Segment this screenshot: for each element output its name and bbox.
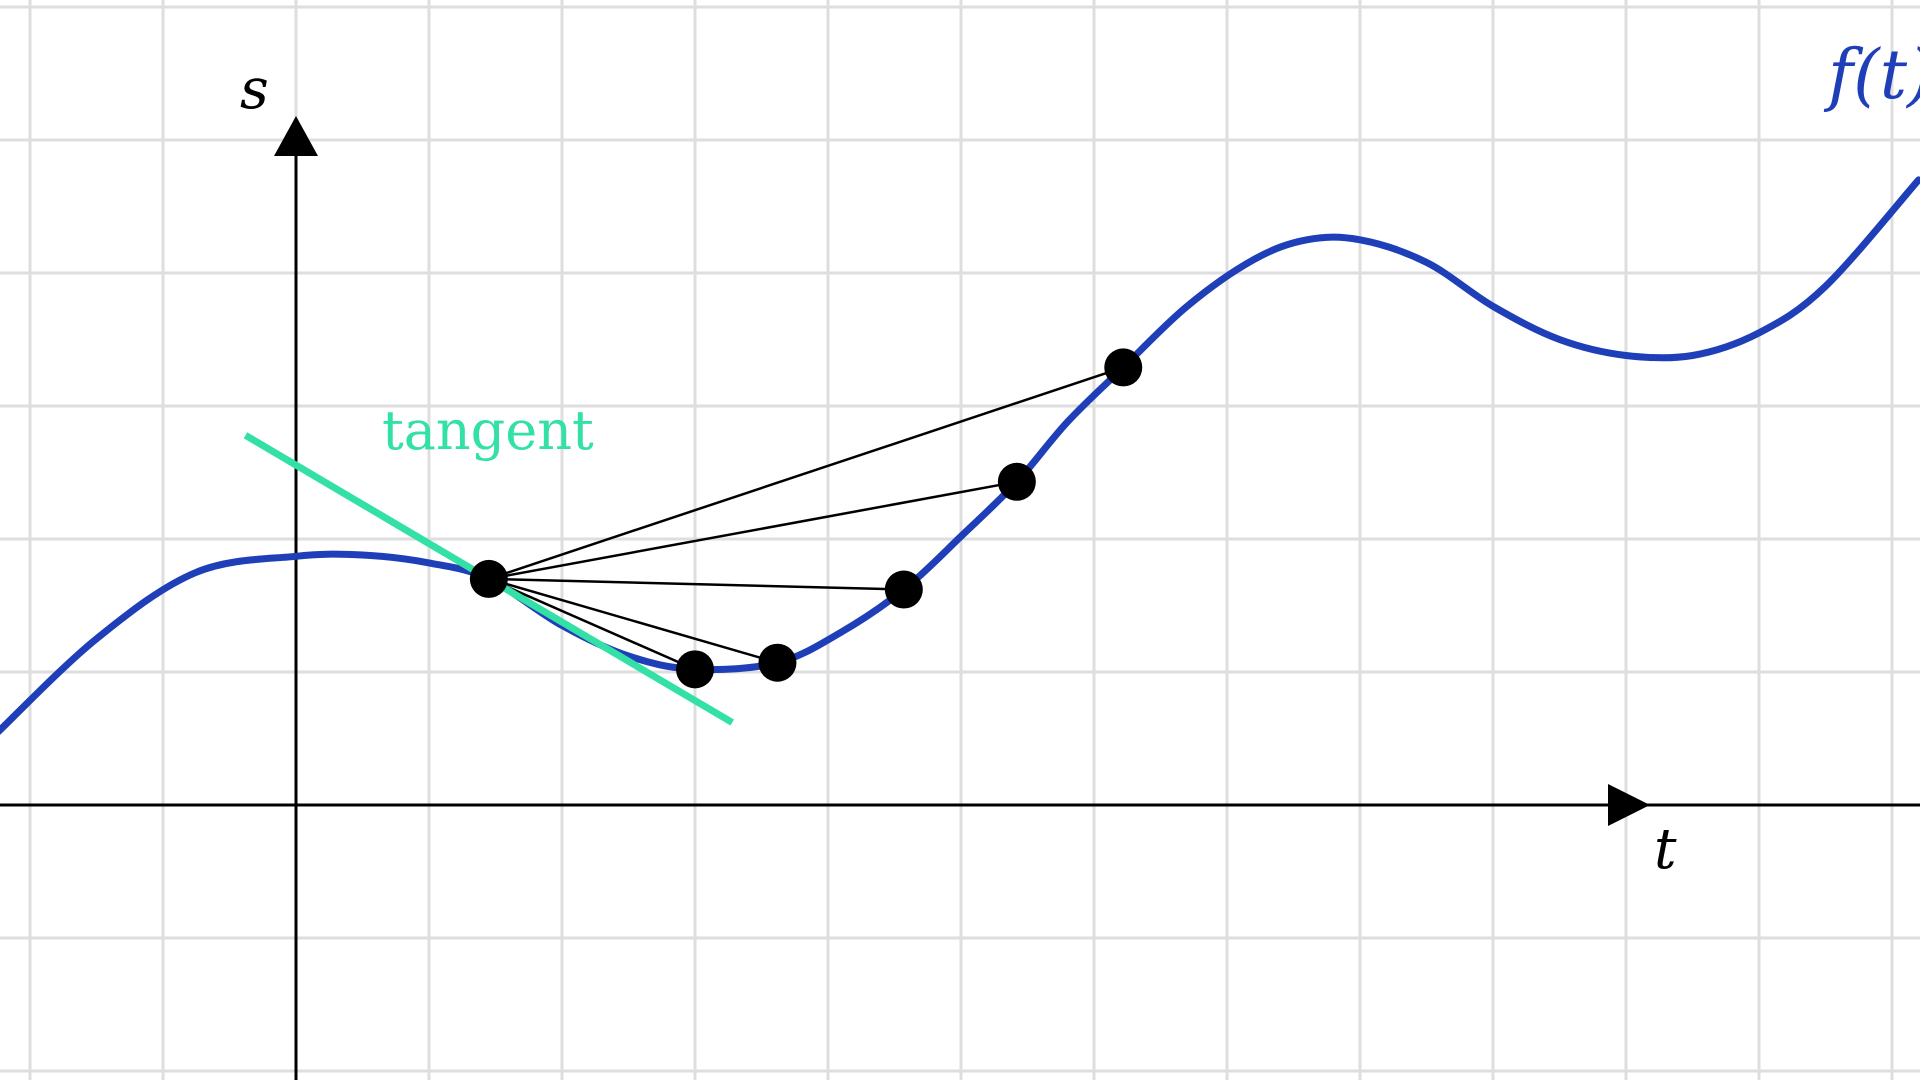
secant-point (884, 570, 923, 609)
secant-point (676, 650, 714, 689)
t-axis-arrowhead (1608, 784, 1650, 826)
secant-point (997, 462, 1036, 501)
axes (0, 116, 1920, 1080)
secant-line (488, 577, 696, 671)
secant-line (488, 366, 1124, 581)
secant-lines (488, 366, 1124, 671)
secant-line (488, 480, 1018, 581)
secant-point (758, 643, 797, 682)
sample-points (469, 348, 1143, 689)
tangent-label: tangent (382, 399, 594, 462)
secant-point (1104, 348, 1143, 387)
t-axis-label: t (1654, 817, 1677, 882)
s-axis-arrowhead (274, 116, 318, 156)
base-point (469, 559, 508, 598)
secant-line (488, 577, 778, 664)
s-axis-label: s (240, 57, 269, 122)
function-label: f(t) (1823, 36, 1920, 115)
secant-line (488, 577, 904, 591)
